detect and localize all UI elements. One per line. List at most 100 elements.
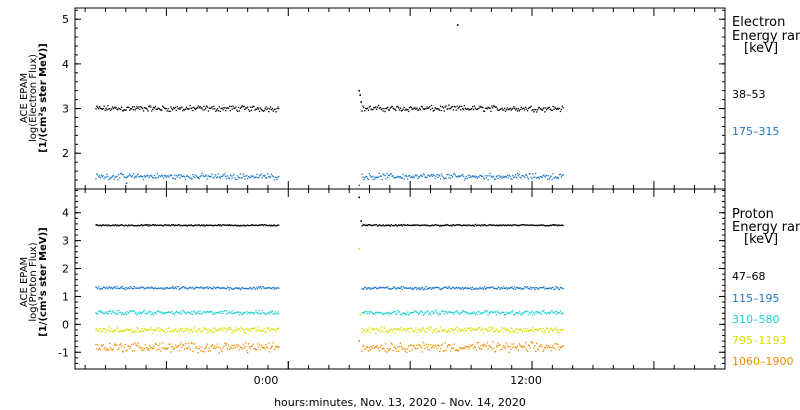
data-point xyxy=(210,175,212,177)
data-point xyxy=(193,175,195,178)
data-point xyxy=(489,287,491,289)
data-point xyxy=(210,310,212,312)
data-point xyxy=(464,330,466,332)
data-point xyxy=(240,313,242,315)
data-point xyxy=(204,348,206,350)
data-point xyxy=(143,175,146,177)
data-point xyxy=(196,224,199,227)
data-point xyxy=(185,175,188,177)
data-point xyxy=(108,179,110,181)
data-point xyxy=(240,106,242,108)
data-point xyxy=(397,309,399,312)
data-point xyxy=(170,351,172,353)
data-point xyxy=(131,287,134,290)
data-point xyxy=(123,176,125,178)
data-point xyxy=(193,225,195,227)
data-point xyxy=(176,331,178,333)
data-point xyxy=(551,329,553,331)
data-point xyxy=(464,345,466,348)
data-point xyxy=(149,310,151,312)
data-point xyxy=(110,348,113,350)
data-point xyxy=(221,175,223,178)
data-point xyxy=(557,343,559,346)
data-point xyxy=(209,176,211,178)
data-point xyxy=(389,347,391,350)
data-point xyxy=(103,328,105,330)
data-point xyxy=(188,312,190,314)
data-point xyxy=(424,176,426,178)
data-point xyxy=(258,312,260,315)
data-point xyxy=(242,312,244,314)
data-point xyxy=(382,331,384,333)
data-point xyxy=(156,288,158,290)
data-point xyxy=(515,347,518,350)
data-point xyxy=(226,107,229,109)
data-point xyxy=(395,348,397,350)
data-point xyxy=(194,343,196,345)
data-point xyxy=(218,106,220,108)
data-point xyxy=(381,329,383,332)
data-point xyxy=(173,224,175,226)
data-point xyxy=(226,343,228,345)
data-point xyxy=(215,110,217,112)
data-point xyxy=(361,328,363,330)
data-point xyxy=(138,287,140,289)
data-point xyxy=(530,224,532,226)
data-point xyxy=(269,106,272,108)
data-point xyxy=(151,175,153,177)
data-point xyxy=(460,287,462,289)
data-point xyxy=(201,224,203,226)
data-point xyxy=(503,176,505,178)
data-point xyxy=(116,344,118,347)
data-point xyxy=(548,287,551,289)
data-point xyxy=(178,107,180,109)
data-point xyxy=(217,312,220,314)
data-point xyxy=(217,346,220,348)
data-point xyxy=(178,331,180,333)
data-point xyxy=(425,331,427,333)
data-point xyxy=(197,352,199,354)
data-point xyxy=(408,314,410,316)
data-point xyxy=(489,224,491,226)
data-point xyxy=(214,327,216,329)
data-point xyxy=(254,288,256,290)
data-point xyxy=(430,108,432,111)
data-point xyxy=(221,224,223,226)
data-point xyxy=(100,174,103,176)
data-point xyxy=(255,309,257,312)
data-point xyxy=(181,286,183,289)
data-point xyxy=(426,327,428,330)
data-point xyxy=(273,109,275,111)
data-point xyxy=(517,312,519,315)
data-point xyxy=(131,176,133,178)
data-point xyxy=(385,224,387,226)
data-point xyxy=(138,311,140,313)
data-point xyxy=(149,175,151,177)
data-point xyxy=(226,329,229,331)
data-point xyxy=(163,330,166,332)
data-point xyxy=(104,224,106,226)
data-point xyxy=(518,173,520,175)
data-point xyxy=(274,311,276,313)
data-point xyxy=(509,345,511,348)
data-point xyxy=(509,287,511,289)
data-point xyxy=(465,311,467,313)
data-point xyxy=(470,108,472,111)
data-point xyxy=(540,344,542,346)
data-point xyxy=(211,106,213,108)
data-point xyxy=(425,224,427,227)
data-point xyxy=(391,105,393,107)
data-point xyxy=(538,328,540,330)
data-point xyxy=(215,347,217,350)
data-point xyxy=(379,331,381,333)
data-point xyxy=(202,329,204,332)
data-point xyxy=(400,345,402,347)
data-point xyxy=(387,288,390,290)
data-point xyxy=(151,346,153,349)
data-point xyxy=(417,224,419,226)
data-point xyxy=(266,177,268,179)
data-point xyxy=(379,106,381,109)
data-point xyxy=(514,286,516,288)
data-point xyxy=(417,109,419,111)
data-point xyxy=(197,287,199,289)
